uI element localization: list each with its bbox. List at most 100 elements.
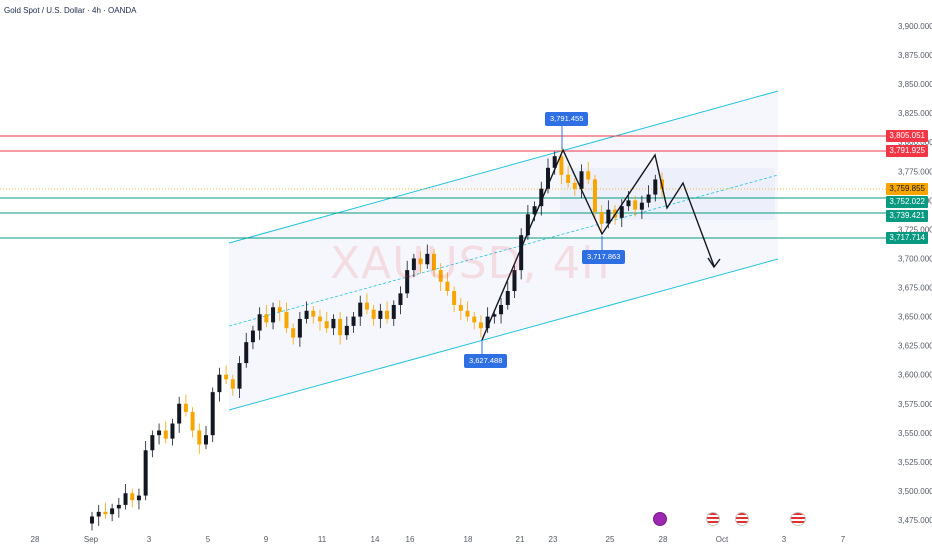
candle-body[interactable] <box>90 516 94 524</box>
candle-body[interactable] <box>244 342 249 364</box>
candle-body[interactable] <box>311 310 316 317</box>
candle-body[interactable] <box>344 325 349 336</box>
candle-body[interactable] <box>405 270 410 294</box>
candle-body[interactable] <box>331 318 336 329</box>
candle-body[interactable] <box>230 379 235 389</box>
candle-body[interactable] <box>385 310 390 319</box>
candle-body[interactable] <box>257 314 262 331</box>
candle-body[interactable] <box>539 188 544 207</box>
level-badge-3759[interactable]: 3,759.855 <box>886 183 928 195</box>
candle-body[interactable] <box>411 258 416 271</box>
event-us-flag-icon[interactable] <box>735 512 749 526</box>
channel-upper-line[interactable] <box>228 90 779 244</box>
candle-body[interactable] <box>371 309 376 319</box>
candle-body[interactable] <box>157 430 162 436</box>
candle-body[interactable] <box>96 511 101 517</box>
candle-body[interactable] <box>183 403 188 412</box>
candle-body[interactable] <box>472 316 477 323</box>
candle-body[interactable] <box>284 311 289 329</box>
level-badge-3805[interactable]: 3,805.051 <box>886 130 928 142</box>
candle-body[interactable] <box>418 258 423 265</box>
callout-low-start[interactable]: 3,627.488 <box>464 354 508 368</box>
candle-body[interactable] <box>197 430 202 445</box>
candle-body[interactable] <box>499 304 504 315</box>
candle-body[interactable] <box>177 403 182 424</box>
candle-body[interactable] <box>318 316 322 322</box>
candle-body[interactable] <box>445 281 450 292</box>
candle-body[interactable] <box>210 392 215 436</box>
channel-lower-line[interactable] <box>228 258 779 411</box>
candle-body[interactable] <box>552 156 557 168</box>
candle-body[interactable] <box>264 314 269 323</box>
candle-body[interactable] <box>425 253 430 265</box>
candle-body[interactable] <box>606 209 611 224</box>
candle-body[interactable] <box>485 316 490 329</box>
candle-body[interactable] <box>351 316 356 326</box>
y-axis[interactable]: 3,475.000 3,500.000 3,525.000 3,550.000 3,57… <box>898 22 932 525</box>
candle-body[interactable] <box>136 495 141 501</box>
candle-body[interactable] <box>204 435 208 445</box>
callout-low-mid[interactable]: 3,717.863 <box>582 250 626 264</box>
candle-body[interactable] <box>170 423 175 439</box>
candle-body[interactable] <box>566 174 571 183</box>
candle-body[interactable] <box>103 511 108 515</box>
candle-body[interactable] <box>492 314 497 317</box>
event-us-flag-icon[interactable] <box>706 512 720 526</box>
candle-body[interactable] <box>465 310 470 317</box>
candle-body[interactable] <box>338 318 343 336</box>
candle-body[interactable] <box>653 179 658 195</box>
event-lightning-icon[interactable] <box>653 512 667 526</box>
candle-body[interactable] <box>559 156 564 175</box>
candle-body[interactable] <box>519 235 524 271</box>
candle-body[interactable] <box>190 411 195 431</box>
candle-body[interactable] <box>599 211 604 224</box>
candle-body[interactable] <box>358 302 363 317</box>
candle-body[interactable] <box>452 291 457 305</box>
candle-body[interactable] <box>639 202 644 210</box>
candle-body[interactable] <box>304 310 309 319</box>
candle-body[interactable] <box>297 318 302 338</box>
candle-body[interactable] <box>619 206 624 218</box>
candle-body[interactable] <box>391 304 396 319</box>
candle-body[interactable] <box>633 200 638 210</box>
candle-body[interactable] <box>271 307 276 323</box>
candle-body[interactable] <box>626 200 631 207</box>
callout-high[interactable]: 3,791.455 <box>545 112 589 126</box>
candle-body[interactable] <box>110 508 115 515</box>
candle-body[interactable] <box>123 493 128 505</box>
candle-body[interactable] <box>432 253 436 271</box>
candle-body[interactable] <box>525 214 530 236</box>
candle-body[interactable] <box>224 374 229 380</box>
projection-path[interactable] <box>481 148 715 341</box>
candle-body[interactable] <box>646 194 651 203</box>
candle-body[interactable] <box>130 493 135 501</box>
candle-body[interactable] <box>237 363 242 389</box>
candle-body[interactable] <box>398 293 403 305</box>
candle-body[interactable] <box>143 450 148 496</box>
candle-body[interactable] <box>478 322 483 329</box>
level-badge-3752[interactable]: 3,752.022 <box>886 196 928 208</box>
candle-body[interactable] <box>364 302 369 310</box>
candle-body[interactable] <box>458 304 463 311</box>
candle-body[interactable] <box>116 504 121 509</box>
candle-body[interactable] <box>586 171 591 180</box>
x-axis[interactable]: 28 Sep 3 5 9 11 14 16 18 21 23 25 28 Oct 3 7 <box>31 535 846 544</box>
candle-body[interactable] <box>277 307 282 312</box>
candle-body[interactable] <box>572 182 577 189</box>
level-badge-3739[interactable]: 3,739.421 <box>886 210 928 222</box>
candle-body[interactable] <box>291 328 296 338</box>
level-badge-3791[interactable]: 3,791.925 <box>886 145 928 157</box>
candle-body[interactable] <box>532 206 537 215</box>
candle-body[interactable] <box>546 167 550 189</box>
candle-body[interactable] <box>250 330 255 343</box>
candle-body[interactable] <box>378 310 383 319</box>
event-us-flag-icon[interactable] <box>790 512 806 526</box>
candle-body[interactable] <box>163 430 168 439</box>
candle-body[interactable] <box>217 374 222 393</box>
candle-body[interactable] <box>438 270 443 282</box>
candle-body[interactable] <box>150 435 155 451</box>
level-badge-3717[interactable]: 3,717.714 <box>886 232 928 244</box>
candle-body[interactable] <box>592 179 597 212</box>
candle-body[interactable] <box>579 171 584 189</box>
